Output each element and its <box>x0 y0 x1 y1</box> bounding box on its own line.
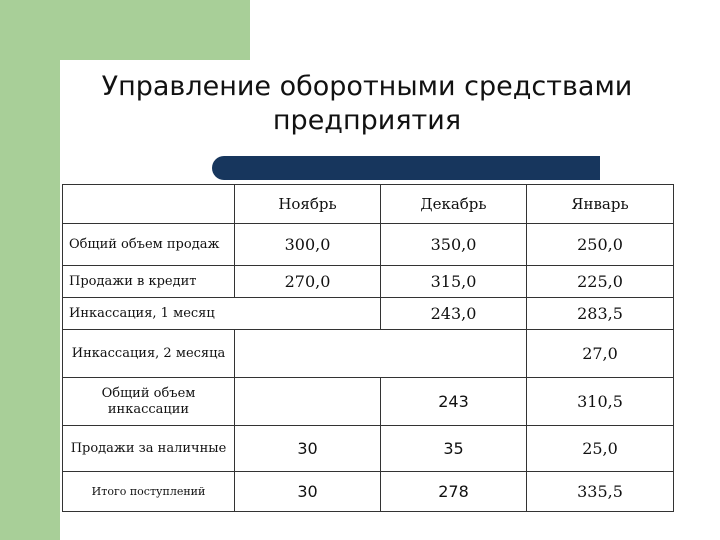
row-label: Итого поступлений <box>62 471 235 512</box>
decor-white-corner <box>60 60 260 120</box>
table-row: Инкассация, 1 месяц 243,0 283,5 <box>62 297 674 330</box>
row-label: Общий объем инкассации <box>62 377 235 426</box>
row-label: Продажи за наличные <box>62 425 235 472</box>
collections-table: Ноябрь Декабрь Январь Общий объем продаж… <box>62 184 674 512</box>
row-label: Продажи в кредит <box>62 265 235 298</box>
table-cell: 350,0 <box>380 223 527 266</box>
decor-green-strip <box>0 60 60 540</box>
header-cell-november: Ноябрь <box>234 184 381 224</box>
table-header-row: Ноябрь Декабрь Январь <box>62 184 674 224</box>
table-row: Общий объем продаж 300,0 350,0 250,0 <box>62 223 674 266</box>
table-cell: 315,0 <box>380 265 527 298</box>
table-cell: 270,0 <box>234 265 381 298</box>
table-cell: 243,0 <box>380 297 527 330</box>
table-cell <box>234 377 381 426</box>
decor-green-block <box>0 0 250 60</box>
table-cell: 335,5 <box>526 471 674 512</box>
table-row: Инкассация, 2 месяца 27,0 <box>62 329 674 378</box>
table-cell: 27,0 <box>526 329 674 378</box>
table-cell: 35 <box>380 425 527 472</box>
table-cell: 250,0 <box>526 223 674 266</box>
table-cell: 243 <box>380 377 527 426</box>
slide-title: Управление оборотными средствами предпри… <box>62 70 672 138</box>
table-row: Итого поступлений 30 278 335,5 <box>62 471 674 512</box>
table-cell: 30 <box>234 471 381 512</box>
header-cell-january: Январь <box>526 184 674 224</box>
decor-navy-bar <box>212 156 600 180</box>
slide-title-line-2: предприятия <box>272 105 462 136</box>
slide-title-line-1: Управление оборотными средствами <box>101 71 633 102</box>
header-cell-empty <box>62 184 235 224</box>
table-cell <box>380 329 527 378</box>
table-cell: 310,5 <box>526 377 674 426</box>
table-row: Продажи за наличные 30 35 25,0 <box>62 425 674 472</box>
table-cell <box>234 297 381 330</box>
table-cell: 225,0 <box>526 265 674 298</box>
table-cell: 278 <box>380 471 527 512</box>
table-cell: 30 <box>234 425 381 472</box>
row-label: Инкассация, 1 месяц <box>62 297 235 330</box>
table-cell: 25,0 <box>526 425 674 472</box>
table-row: Общий объем инкассации 243 310,5 <box>62 377 674 426</box>
table-cell: 300,0 <box>234 223 381 266</box>
row-label: Инкассация, 2 месяца <box>62 329 235 378</box>
row-label: Общий объем продаж <box>62 223 235 266</box>
table-cell: 283,5 <box>526 297 674 330</box>
table-cell <box>234 329 381 378</box>
table-row: Продажи в кредит 270,0 315,0 225,0 <box>62 265 674 298</box>
header-cell-december: Декабрь <box>380 184 527 224</box>
